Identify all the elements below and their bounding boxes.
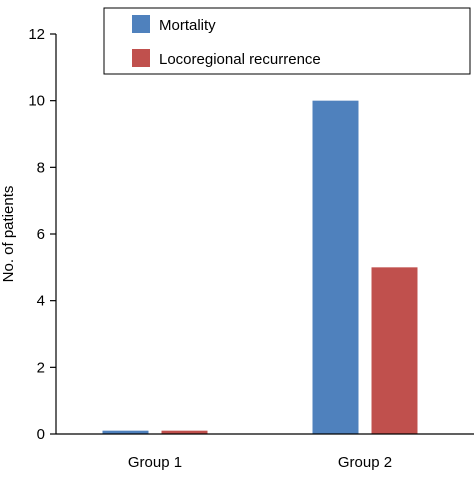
y-tick-label-6: 6: [37, 226, 45, 243]
x-axis-labels: Group 1 Group 2: [128, 454, 392, 471]
bar-locoregional-recurrence-group-2: [371, 267, 418, 434]
plot-area: [102, 100, 418, 435]
legend: Mortality Locoregional recurrence: [103, 7, 471, 75]
legend-box: [103, 7, 471, 75]
bar-mortality-group-2: [312, 100, 359, 435]
y-tick-label-2: 2: [37, 359, 45, 376]
y-tick-label-0: 0: [37, 426, 45, 443]
y-axis-title: No. of patients: [0, 186, 17, 283]
y-tick-label-4: 4: [37, 293, 45, 310]
y-tick-label-8: 8: [37, 159, 45, 176]
bar-mortality-group-1: [102, 430, 149, 434]
x-category-label-group-2: Group 2: [338, 454, 392, 471]
x-category-label-group-1: Group 1: [128, 454, 182, 471]
legend-swatch-mortality: [132, 15, 150, 33]
y-axis-ticks: 0 2 4 6 8 10 12: [28, 26, 56, 443]
legend-label-mortality: Mortality: [159, 17, 216, 34]
y-tick-label-10: 10: [28, 93, 45, 110]
legend-label-locoregional-recurrence: Locoregional recurrence: [159, 51, 321, 68]
legend-swatch-locoregional-recurrence: [132, 49, 150, 67]
bar-locoregional-recurrence-group-1: [161, 430, 208, 434]
y-tick-label-12: 12: [28, 26, 45, 43]
